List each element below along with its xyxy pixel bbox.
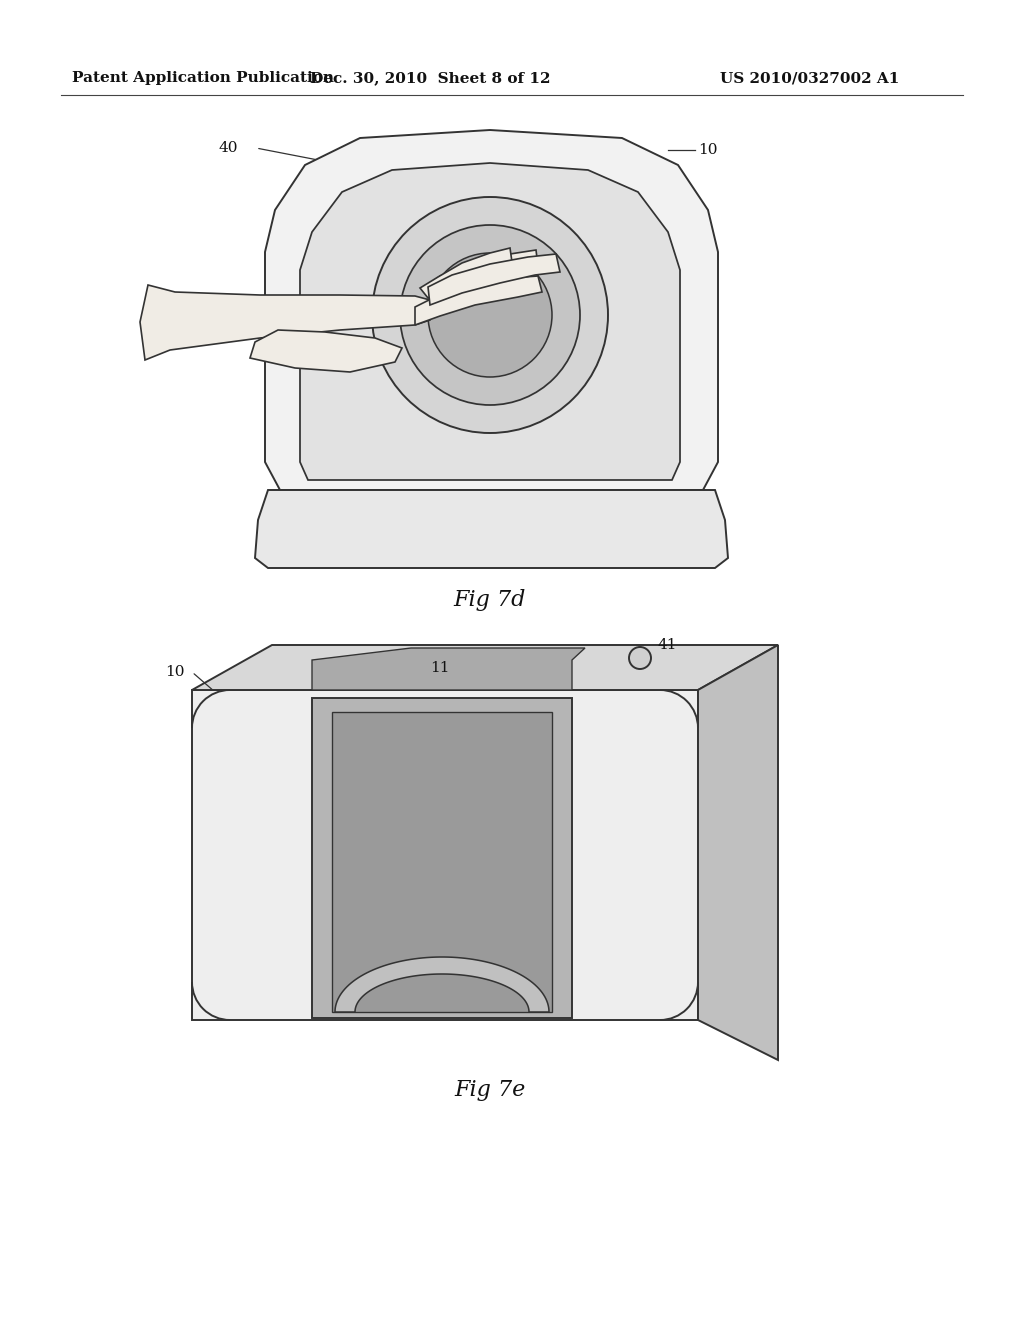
Circle shape (372, 197, 608, 433)
Text: 40: 40 (218, 141, 238, 154)
Polygon shape (698, 645, 778, 1060)
Circle shape (400, 224, 580, 405)
Polygon shape (312, 648, 585, 690)
Polygon shape (193, 645, 778, 690)
Circle shape (629, 647, 651, 669)
Text: 41: 41 (658, 638, 678, 652)
Polygon shape (255, 490, 728, 568)
Polygon shape (300, 162, 680, 480)
Polygon shape (415, 276, 542, 325)
Text: 11: 11 (453, 360, 472, 375)
Circle shape (428, 253, 552, 378)
Text: 10: 10 (698, 143, 718, 157)
Text: US 2010/0327002 A1: US 2010/0327002 A1 (720, 71, 899, 84)
Polygon shape (428, 253, 560, 305)
Polygon shape (265, 129, 718, 490)
Polygon shape (140, 285, 430, 360)
Text: Fig 7d: Fig 7d (454, 589, 526, 611)
Polygon shape (335, 957, 549, 1012)
Text: 10: 10 (166, 665, 185, 678)
Polygon shape (420, 248, 512, 298)
Text: 11: 11 (430, 661, 450, 675)
Text: Patent Application Publication: Patent Application Publication (72, 71, 334, 84)
Polygon shape (425, 249, 538, 300)
Polygon shape (250, 330, 402, 372)
Polygon shape (312, 698, 572, 1018)
Polygon shape (332, 711, 552, 1012)
Text: Dec. 30, 2010  Sheet 8 of 12: Dec. 30, 2010 Sheet 8 of 12 (309, 71, 550, 84)
Text: Fig 7e: Fig 7e (455, 1078, 525, 1101)
Polygon shape (193, 690, 698, 1020)
